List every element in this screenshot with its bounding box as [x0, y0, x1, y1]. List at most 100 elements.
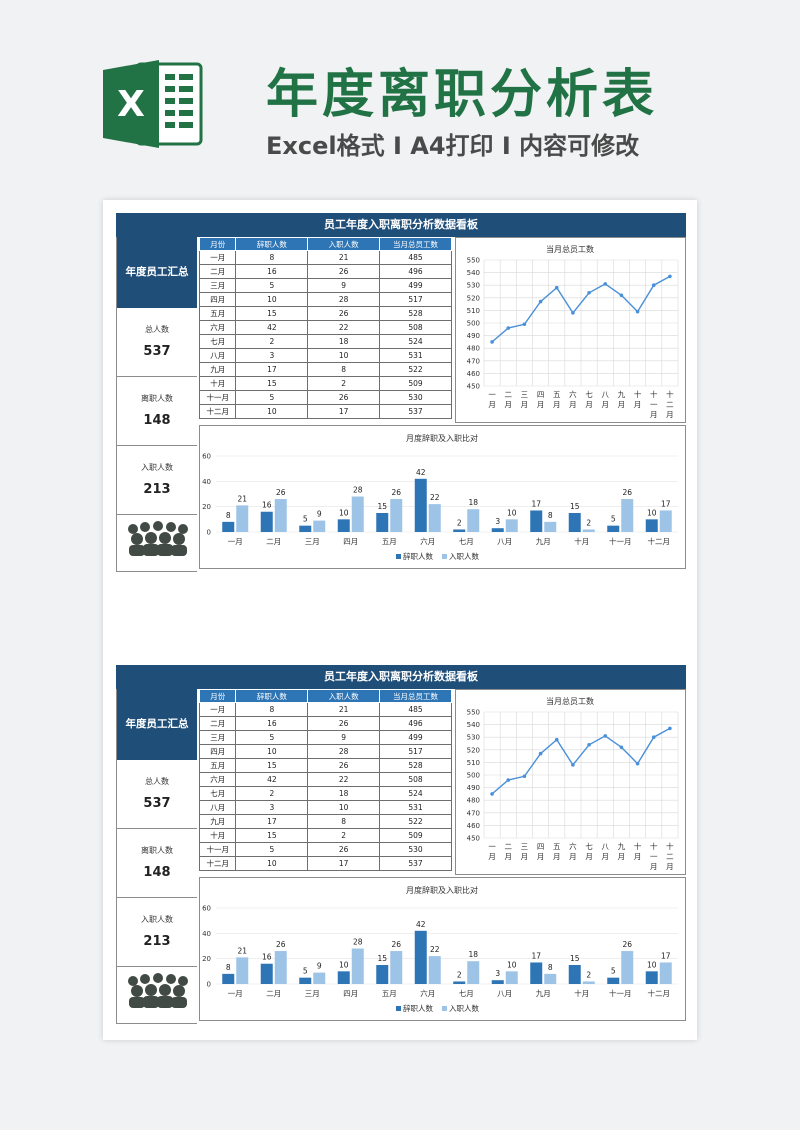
table-row: 一月 8 21 485 — [198, 702, 452, 717]
table-cell: 26 — [307, 758, 381, 773]
table-row: 四月 10 28 517 — [198, 292, 452, 307]
bar-resign — [645, 519, 658, 532]
table-header-cell: 当月总员工数 — [379, 689, 452, 703]
table-cell: 524 — [379, 334, 452, 349]
line-x-tick-label: 月 — [602, 852, 610, 861]
bar-resign — [414, 930, 427, 984]
excel-logo-letter: X — [117, 84, 145, 125]
table-cell: 五月 — [198, 306, 237, 321]
line-x-tick-label: 月 — [666, 862, 674, 871]
join-value: 213 — [143, 482, 171, 497]
bar-data-label: 26 — [391, 488, 401, 497]
bar-data-label: 5 — [303, 967, 308, 976]
table-cell: 10 — [307, 800, 381, 815]
table-row: 十二月 10 17 537 — [198, 404, 452, 419]
line-point — [506, 778, 511, 782]
line-x-tick-label: 一 — [488, 390, 496, 399]
bar-data-label: 28 — [353, 938, 363, 947]
bar-data-label: 15 — [377, 954, 387, 963]
bar-y-tick-label: 40 — [202, 930, 211, 938]
legend-swatch — [442, 554, 447, 559]
line-x-tick-label: 十 — [666, 389, 674, 399]
dashboard-title: 员工年度入职离职分析数据看板 — [116, 213, 686, 237]
bar-x-tick-label: 十月 — [574, 536, 589, 546]
bar-resign — [453, 529, 466, 532]
table-cell: 八月 — [198, 348, 237, 363]
line-x-tick-label: 七 — [585, 390, 593, 399]
bar-x-tick-label: 四月 — [343, 989, 358, 998]
bar-data-label: 17 — [531, 951, 541, 960]
bar-y-tick-label: 60 — [202, 905, 211, 913]
bar-x-tick-label: 七月 — [459, 537, 474, 546]
leave-value: 148 — [143, 865, 171, 880]
summary-panel: 年度员工汇总 总人数 537 离职人数 148 入职人数 213 — [116, 237, 197, 572]
bar-resign — [568, 965, 581, 984]
bar-resign — [530, 962, 543, 984]
line-x-tick-label: 月 — [634, 852, 642, 861]
table-cell: 28 — [307, 744, 381, 759]
table-cell: 10 — [235, 292, 309, 307]
table-cell: 十二月 — [198, 404, 237, 419]
line-x-tick-label: 月 — [537, 400, 545, 409]
table-row: 八月 3 10 531 — [198, 348, 452, 363]
table-header-cell: 辞职人数 — [235, 689, 309, 703]
bar-resign — [376, 513, 389, 532]
line-x-tick-label: 月 — [521, 400, 529, 409]
line-point — [554, 737, 559, 742]
line-point — [490, 340, 494, 344]
line-y-tick-label: 460 — [467, 822, 480, 830]
table-cell: 26 — [307, 390, 381, 405]
line-chart: 当月总员工数 450 460 470 480 490 500 510 520 530 540 550 一… — [467, 244, 679, 419]
bar-join — [313, 972, 326, 984]
table-cell: 528 — [379, 306, 452, 321]
table-row: 十一月 5 26 530 — [198, 842, 452, 857]
table-row: 二月 16 26 496 — [198, 716, 452, 731]
line-chart-panel: 当月总员工数 450 460 470 480 490 500 510 520 530 540 550 一… — [455, 237, 686, 423]
line-point — [554, 285, 559, 290]
table-cell: 508 — [379, 320, 452, 335]
line-x-tick-label: 五 — [553, 842, 561, 851]
bar-data-label: 2 — [586, 518, 591, 527]
total-value: 537 — [143, 796, 171, 811]
line-x-tick-label: 二 — [666, 400, 674, 409]
line-y-tick-label: 450 — [467, 835, 480, 843]
line-point — [651, 283, 656, 287]
line-y-tick-label: 530 — [467, 282, 480, 290]
bar-join — [390, 499, 403, 532]
table-cell: 17 — [307, 856, 381, 871]
line-x-tick-label: 月 — [569, 400, 577, 409]
table-cell: 九月 — [198, 814, 237, 829]
table-cell: 5 — [235, 730, 309, 745]
table-cell: 537 — [379, 856, 452, 871]
bar-data-label: 3 — [495, 517, 500, 526]
table-row: 五月 15 26 528 — [198, 306, 452, 321]
bar-data-label: 10 — [647, 960, 657, 969]
total-label: 总人数 — [145, 325, 169, 334]
page-subtitle: Excel格式 Ⅰ A4打印 Ⅰ 内容可修改 — [266, 132, 640, 160]
table-cell: 10 — [235, 856, 309, 871]
table-cell: 496 — [379, 716, 452, 731]
table-cell: 18 — [307, 786, 381, 801]
bar-data-label: 16 — [262, 501, 272, 510]
table-cell: 九月 — [198, 362, 237, 377]
table-cell: 26 — [307, 264, 381, 279]
summary-heading: 年度员工汇总 — [117, 237, 197, 308]
line-chart: 当月总员工数 450 460 470 480 490 500 510 520 530 540 550 一… — [467, 696, 679, 871]
table-cell: 531 — [379, 800, 452, 815]
bar-resign — [607, 977, 620, 984]
bar-data-label: 17 — [661, 499, 671, 508]
table-cell: 15 — [235, 306, 309, 321]
table-cell: 十二月 — [198, 856, 237, 871]
bar-join — [621, 951, 634, 984]
monthly-table-container: 月份 辞职人数 入职人数 当月总员工数 一月 8 21 485 二月 16 26 496 三月 5 9 49… — [198, 237, 452, 419]
table-cell: 517 — [379, 744, 452, 759]
legend-label: 入职人数 — [449, 551, 479, 561]
bar-chart-title: 月度辞职及入职比对 — [406, 433, 478, 443]
table-cell: 十月 — [198, 828, 237, 843]
table-body: 一月 8 21 485 二月 16 26 496 三月 5 9 499 四月 10 28 517 五月 15 26 5… — [198, 250, 452, 419]
bar-data-label: 10 — [339, 508, 349, 517]
bar-join — [582, 981, 595, 984]
line-x-tick-label: 三 — [521, 390, 529, 399]
line-y-tick-label: 540 — [467, 721, 480, 729]
bar-data-label: 5 — [611, 967, 616, 976]
